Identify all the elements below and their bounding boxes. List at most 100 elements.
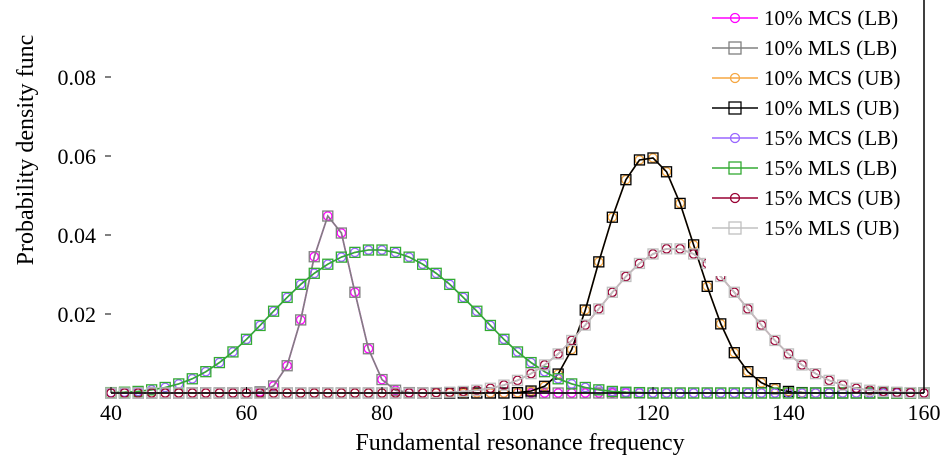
x-tick-label: 160 [908, 400, 941, 425]
data-point [295, 315, 306, 325]
data-point [539, 360, 550, 370]
data-point [621, 174, 631, 185]
x-tick-label: 120 [637, 400, 670, 425]
data-point [579, 304, 591, 316]
data-point [633, 154, 646, 166]
data-point [552, 373, 564, 385]
data-point [376, 373, 388, 386]
legend-label: 15% MLS (LB) [764, 156, 897, 180]
data-point [444, 278, 456, 291]
data-point [742, 304, 753, 314]
data-point [281, 360, 293, 372]
data-point [675, 198, 685, 209]
data-point [377, 374, 387, 385]
legend-label: 10% MCS (UB) [764, 66, 901, 90]
data-point [580, 320, 591, 330]
data-point [797, 360, 807, 370]
data-point [349, 286, 361, 298]
data-point [674, 197, 686, 210]
data-point [187, 373, 198, 384]
data-point [201, 366, 211, 377]
data-point [742, 303, 754, 315]
y-tick-label: 0.02 [58, 302, 97, 327]
data-point [525, 385, 537, 397]
data-point [485, 320, 496, 331]
data-point [362, 343, 375, 355]
data-point [457, 385, 469, 398]
data-point [335, 251, 348, 263]
data-point [484, 319, 497, 332]
data-point [512, 375, 523, 386]
data-point [416, 258, 429, 270]
data-point [255, 320, 265, 331]
data-point [186, 373, 198, 385]
y-tick-label: 0.04 [58, 223, 97, 248]
legend-marker [728, 41, 742, 55]
legend-item: 15% MLS (UB) [712, 216, 899, 240]
y-tick-labels: 0.02 0.04 0.06 0.08 [58, 65, 111, 327]
data-point [227, 346, 239, 358]
data-point [309, 268, 320, 279]
data-point [308, 267, 320, 279]
data-point [701, 280, 713, 293]
data-point [620, 386, 632, 398]
data-point [539, 366, 550, 377]
data-point [538, 359, 551, 371]
data-point [742, 366, 753, 377]
data-point [593, 257, 604, 267]
data-point [240, 333, 253, 345]
data-point [295, 278, 307, 291]
data-point [580, 305, 591, 315]
legend-item: 10% MLS (UB) [712, 96, 899, 120]
y-axis-label: Probability density func [13, 35, 39, 266]
data-point [511, 346, 524, 358]
legend: 10% MCS (LB) 10% MLS (LB) 10% MCS (UB) 10% … [706, 0, 924, 276]
data-point [322, 210, 334, 222]
data-point [282, 360, 292, 371]
data-point [200, 366, 212, 378]
data-point [688, 249, 699, 259]
data-point [308, 251, 320, 263]
data-point [376, 244, 388, 256]
data-point [254, 319, 266, 332]
data-point [728, 286, 740, 298]
data-point [606, 211, 618, 223]
data-point [607, 212, 618, 223]
legend-item: 10% MLS (LB) [712, 36, 897, 60]
data-point [661, 166, 672, 177]
data-point [430, 267, 442, 279]
data-point [621, 271, 631, 282]
data-point [702, 281, 713, 292]
data-point [295, 279, 306, 290]
data-point [566, 379, 577, 389]
data-point [241, 334, 252, 345]
data-point [417, 259, 428, 270]
data-point [322, 259, 333, 270]
data-point [566, 335, 577, 346]
data-point [607, 287, 618, 298]
data-point [606, 286, 618, 298]
data-point [335, 227, 348, 239]
data-point [471, 306, 482, 317]
x-tick-label: 60 [236, 400, 258, 425]
data-point [593, 303, 605, 315]
x-tick-label: 40 [100, 400, 122, 425]
data-point [728, 347, 740, 359]
legend-label: 15% MCS (LB) [764, 126, 898, 150]
data-point [444, 386, 456, 398]
data-point [770, 335, 780, 346]
data-point [444, 279, 455, 290]
data-point [634, 258, 645, 269]
data-point [809, 367, 822, 380]
legend-marker [729, 192, 741, 204]
data-point [457, 291, 469, 304]
data-point [282, 292, 292, 303]
data-point [553, 373, 564, 384]
legend-label: 10% MLS (UB) [764, 96, 899, 120]
data-point [458, 292, 469, 303]
data-point [674, 243, 686, 255]
data-point [349, 246, 361, 259]
data-point [403, 251, 415, 263]
data-point [552, 348, 564, 360]
